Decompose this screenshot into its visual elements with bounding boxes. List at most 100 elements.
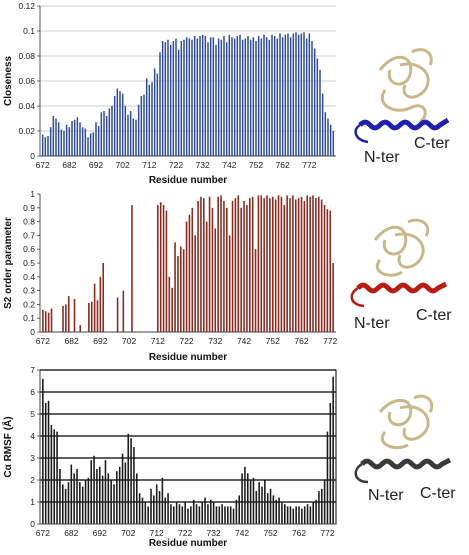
bar (157, 205, 159, 332)
bar (287, 33, 289, 156)
bar (321, 93, 324, 156)
bar (329, 124, 332, 156)
bar (172, 506, 175, 524)
y-axis-label: Cα RMSF (Å) (1, 416, 14, 477)
c-ter-label: C-ter (416, 307, 452, 324)
bar (303, 32, 305, 156)
bar (113, 96, 116, 156)
bar (76, 117, 79, 156)
y-tick-label: 0.9 (23, 203, 35, 213)
bar (84, 128, 87, 156)
bar (224, 506, 226, 524)
n-ter-label: N-ter (364, 149, 400, 166)
bar (275, 499, 278, 524)
bar (190, 506, 192, 524)
x-tick-label: 742 (222, 160, 236, 170)
bar (44, 403, 47, 524)
y-tick-label: 0.5 (23, 258, 35, 268)
bar (181, 506, 184, 524)
bar (185, 221, 188, 332)
bar (228, 235, 231, 332)
bar (81, 127, 84, 156)
bar (84, 480, 87, 524)
x-tick-label: 702 (122, 336, 136, 346)
bar (292, 195, 294, 332)
bar (244, 466, 246, 524)
bar (65, 304, 67, 332)
bar (294, 199, 297, 332)
bar (70, 464, 73, 524)
bar (209, 499, 212, 524)
protein-domain-ribbon (378, 394, 434, 450)
x-tick-label: 742 (237, 336, 251, 346)
x-tick-label: 712 (150, 528, 164, 538)
y-tick-label: 0.6 (23, 244, 35, 254)
bar (199, 36, 201, 156)
bar (247, 36, 249, 156)
protein-domain-ribbon (378, 48, 433, 124)
x-tick-label: 732 (208, 336, 222, 346)
bar (67, 482, 70, 524)
bar (268, 39, 271, 156)
bar (59, 469, 61, 524)
bar (323, 480, 326, 524)
s2-order-chart: 0 0.1 0.2 0.3 0.4 0.5 0.6 0.7 0.8 0.9 1 672 682 692 70… (3, 189, 338, 363)
bar (185, 37, 188, 156)
bar (205, 221, 208, 332)
bar (223, 36, 225, 156)
bar (71, 121, 73, 156)
bar (257, 36, 260, 156)
bar (255, 491, 258, 524)
bar (61, 484, 64, 524)
protein-domain-ribbon (373, 218, 430, 277)
x-tick-label: 692 (89, 160, 103, 170)
bar (315, 499, 317, 524)
bar (93, 455, 95, 524)
bar (300, 33, 303, 156)
x-tick-label: 682 (64, 528, 78, 538)
bar (129, 111, 132, 156)
bar (228, 34, 231, 156)
bar (164, 497, 167, 524)
bar (116, 297, 119, 332)
bar (67, 296, 70, 332)
x-tick-label: 692 (93, 336, 107, 346)
bar (238, 495, 241, 524)
x-tick-label: 722 (178, 528, 192, 538)
bar (180, 41, 183, 156)
y-tick-label: 0.06 (18, 76, 35, 86)
bar (319, 69, 321, 156)
bar (273, 36, 276, 156)
bar (99, 276, 102, 332)
bar (274, 199, 277, 332)
bar (121, 453, 124, 524)
bar (197, 200, 199, 332)
bar (87, 137, 89, 156)
bar (226, 207, 228, 332)
bar (220, 195, 222, 332)
x-tick-label: 762 (294, 336, 308, 346)
y-tick-label: 0.1 (23, 313, 35, 323)
bar (132, 118, 135, 156)
bar (140, 96, 143, 156)
structure-image-1: N-ter C-ter (340, 30, 469, 180)
bar (237, 195, 240, 332)
bar (269, 488, 272, 524)
structure-image-3: N-ter C-ter (340, 390, 469, 540)
bar (116, 471, 118, 524)
bar (198, 506, 201, 524)
bar (65, 124, 68, 156)
bar (187, 508, 189, 524)
bar (159, 202, 162, 332)
y-tick-label: 0 (30, 327, 35, 337)
x-tick-label: 762 (276, 160, 290, 170)
bar (263, 34, 265, 156)
bar (96, 469, 98, 524)
bar (258, 482, 260, 524)
x-tick-label: 772 (320, 528, 334, 538)
bar (156, 73, 159, 156)
bar (289, 37, 292, 156)
bar (232, 508, 235, 524)
bar (131, 205, 133, 332)
bar (203, 198, 205, 332)
